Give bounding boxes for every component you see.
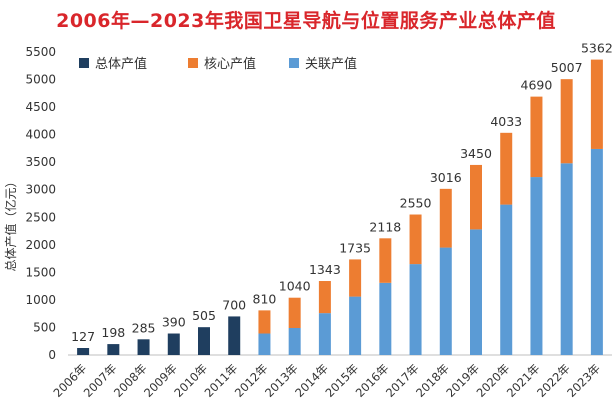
data-label-10: 2118 xyxy=(369,219,401,234)
legend-swatch-1 xyxy=(188,58,198,68)
data-label-3: 390 xyxy=(162,315,186,330)
bar-total-2 xyxy=(137,339,150,355)
y-tick-label: 5000 xyxy=(25,73,56,87)
legend-label-0: 总体产值 xyxy=(95,56,147,72)
bar-associated-12 xyxy=(439,247,452,355)
legend-swatch-0 xyxy=(79,58,89,68)
legend-label-1: 核心产值 xyxy=(204,56,256,72)
data-label-11: 2550 xyxy=(400,196,432,211)
data-label-13: 3450 xyxy=(460,146,492,161)
bar-associated-9 xyxy=(349,296,362,355)
data-label-14: 4033 xyxy=(490,114,522,129)
bar-total-5 xyxy=(228,316,241,355)
y-tick-label: 2500 xyxy=(25,210,56,224)
bar-core-11 xyxy=(409,214,422,265)
bar-associated-16 xyxy=(560,163,573,355)
y-tick-label: 2000 xyxy=(25,238,56,252)
y-tick-label: 500 xyxy=(33,320,56,334)
bar-core-10 xyxy=(379,238,392,283)
data-label-4: 505 xyxy=(192,308,216,323)
data-label-6: 810 xyxy=(253,291,277,306)
bar-associated-17 xyxy=(590,148,603,355)
bar-core-7 xyxy=(288,297,301,329)
legend-swatch-2 xyxy=(289,58,299,68)
y-tick-label: 3000 xyxy=(25,183,56,197)
bar-total-1 xyxy=(107,344,120,355)
data-label-0: 127 xyxy=(71,329,95,344)
data-label-1: 198 xyxy=(101,325,125,340)
bar-total-3 xyxy=(167,333,180,355)
bar-associated-13 xyxy=(470,229,482,355)
bar-core-14 xyxy=(500,132,513,205)
bar-associated-10 xyxy=(379,282,392,355)
bar-associated-11 xyxy=(409,264,422,355)
data-label-12: 3016 xyxy=(430,170,462,185)
chart-title: 2006年—2023年我国卫星导航与位置服务产业总体产值 xyxy=(56,10,556,32)
bar-total-4 xyxy=(198,327,210,355)
bar-core-15 xyxy=(530,96,543,178)
y-axis-label: 总体产值（亿元） xyxy=(3,175,18,271)
data-label-15: 4690 xyxy=(521,78,553,93)
bar-associated-8 xyxy=(318,313,331,355)
bar-core-13 xyxy=(470,164,482,230)
bar-total-0 xyxy=(77,348,90,355)
bar-core-6 xyxy=(258,310,271,334)
data-label-16: 5007 xyxy=(551,60,583,75)
y-tick-label: 4500 xyxy=(25,100,56,114)
y-tick-label: 3500 xyxy=(25,155,56,169)
y-tick-label: 5500 xyxy=(25,45,56,59)
x-tick-label: 2023年 xyxy=(564,361,603,400)
data-label-5: 700 xyxy=(222,297,246,312)
bar-associated-7 xyxy=(288,328,301,355)
bar-core-16 xyxy=(560,79,573,164)
data-label-9: 1735 xyxy=(339,240,371,255)
data-label-7: 1040 xyxy=(279,279,311,294)
y-tick-label: 4000 xyxy=(25,128,56,142)
bar-core-17 xyxy=(590,59,603,149)
y-tick-label: 1000 xyxy=(25,293,56,307)
legend-label-2: 关联产值 xyxy=(305,56,357,72)
bar-associated-15 xyxy=(530,177,543,355)
bar-core-8 xyxy=(318,281,331,314)
bar-core-9 xyxy=(349,259,362,297)
y-tick-label: 0 xyxy=(48,348,56,362)
data-label-8: 1343 xyxy=(309,262,341,277)
data-label-17: 5362 xyxy=(581,41,612,56)
y-tick-label: 1500 xyxy=(25,265,56,279)
bar-core-12 xyxy=(439,188,452,248)
data-label-2: 285 xyxy=(132,320,156,335)
bar-associated-6 xyxy=(258,333,271,355)
bar-associated-14 xyxy=(500,204,513,355)
